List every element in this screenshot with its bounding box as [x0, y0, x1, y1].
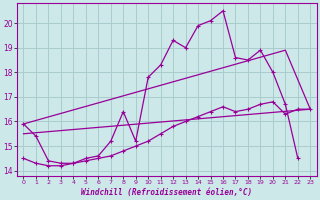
X-axis label: Windchill (Refroidissement éolien,°C): Windchill (Refroidissement éolien,°C) [81, 188, 252, 197]
